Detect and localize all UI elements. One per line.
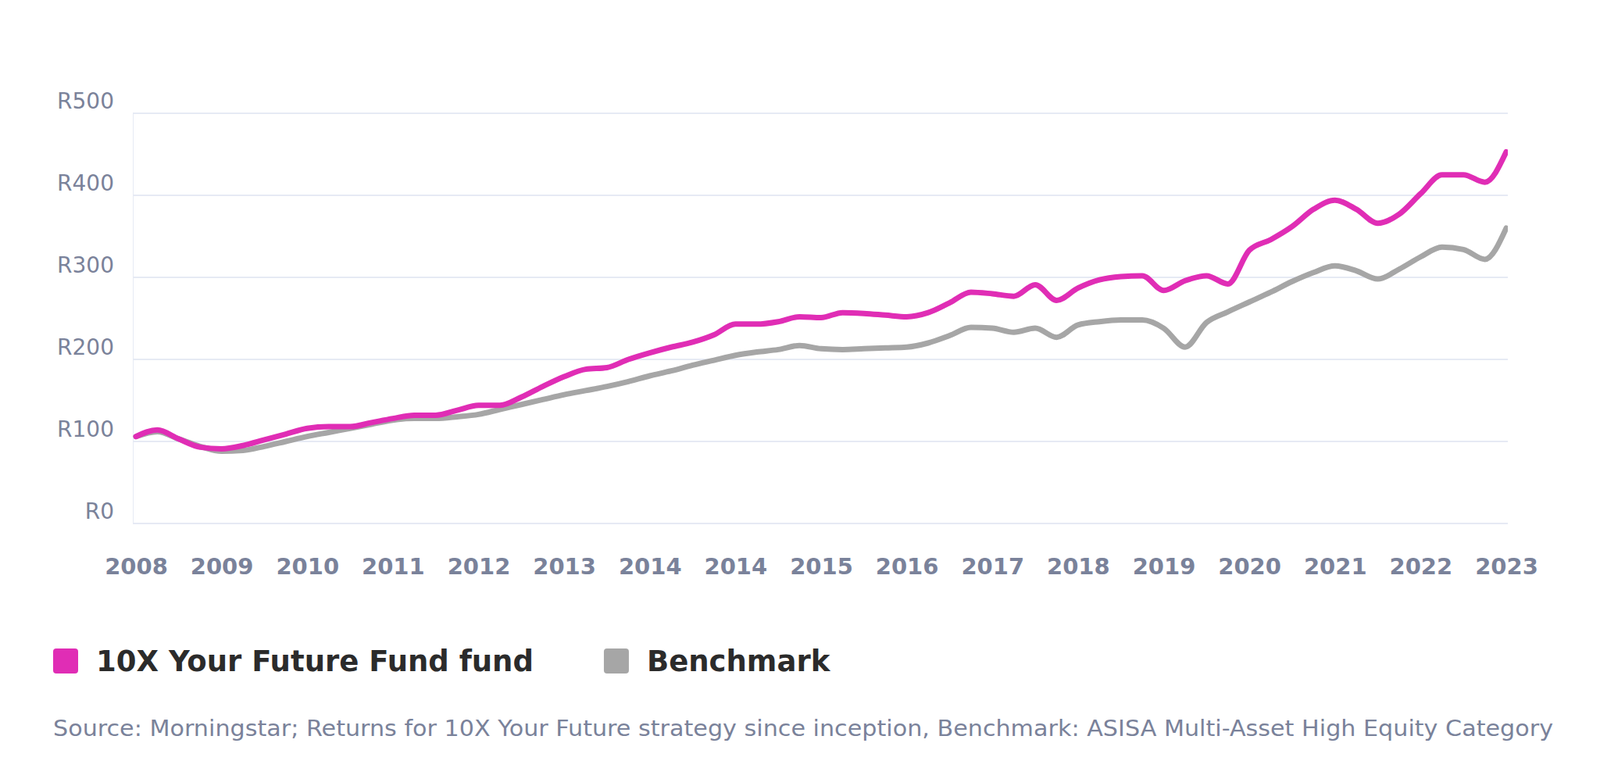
x-tick-label: 2014 [704, 553, 768, 580]
x-tick: 2022 [1389, 523, 1454, 580]
x-tick-label: 2008 [104, 553, 168, 580]
grid-line [132, 112, 1508, 115]
grid-line [132, 522, 1508, 525]
y-axis: R0 R100 R200 R300 R400 R500 [57, 88, 133, 525]
x-tick-label: 2022 [1389, 553, 1454, 580]
x-tick: 2023 [1475, 523, 1539, 580]
x-tick-label: 2018 [1046, 553, 1111, 580]
x-tick-label: 2019 [1132, 553, 1197, 580]
x-tick: 2010 [275, 523, 340, 580]
x-axis-line [136, 523, 1508, 525]
chart: R0R100R200R300R400R500200820092010201120… [0, 0, 1600, 761]
y-tick: R400 [57, 170, 133, 197]
y-tick: R500 [57, 88, 133, 115]
grid [132, 113, 1508, 524]
x-axis: 2008 2009 2010 2011 2012 2013 2014 2014 2015 2016… [104, 523, 1539, 580]
grid-line [132, 440, 1508, 443]
series-line [135, 228, 1507, 452]
x-tick-label: 2021 [1303, 553, 1368, 580]
y-tick: R200 [57, 334, 133, 361]
x-tick: 2018 [1046, 523, 1111, 580]
y-tick-label: R0 [85, 498, 115, 525]
legend: 10X Your Future Fund fund Benchmark [53, 644, 832, 679]
y-tick-label: R200 [57, 334, 115, 361]
y-axis-line [132, 114, 134, 525]
x-tick-label: 2012 [447, 553, 511, 580]
x-tick: 2014 [618, 523, 683, 580]
y-tick-label: R100 [57, 416, 115, 443]
x-tick-label: 2023 [1475, 553, 1539, 580]
legend-swatch [53, 648, 79, 674]
legend-label: 10X Your Future Fund fund [96, 644, 534, 679]
source-note: Source: Morningstar; Returns for 10X You… [53, 715, 1554, 742]
x-tick: 2017 [960, 523, 1025, 580]
y-tick: R300 [57, 252, 133, 279]
x-tick: 2020 [1217, 523, 1282, 580]
x-tick-label: 2010 [275, 553, 340, 580]
x-tick-label: 2017 [960, 553, 1025, 580]
grid-line [132, 358, 1508, 361]
x-tick-label: 2014 [618, 553, 683, 580]
x-tick-label: 2009 [190, 553, 254, 580]
x-tick: 2021 [1303, 523, 1368, 580]
x-tick-label: 2016 [875, 553, 940, 580]
x-tick: 2014 [704, 523, 768, 580]
plot-area [135, 151, 1507, 451]
y-tick-label: R500 [57, 88, 115, 115]
x-tick-label: 2013 [532, 553, 597, 580]
y-tick-label: R300 [57, 252, 115, 279]
x-tick: 2008 [104, 523, 168, 580]
grid-line [132, 194, 1508, 197]
x-tick: 2015 [789, 523, 854, 580]
y-tick-label: R400 [57, 170, 115, 197]
y-tick: R0 [85, 498, 133, 525]
x-tick: 2009 [190, 523, 254, 580]
x-tick: 2012 [447, 523, 511, 580]
x-tick-label: 2011 [361, 553, 425, 580]
x-tick-label: 2020 [1217, 553, 1282, 580]
legend-swatch [603, 648, 629, 674]
legend-label: Benchmark [646, 644, 832, 679]
y-tick: R100 [57, 416, 133, 443]
x-tick: 2013 [532, 523, 597, 580]
x-tick: 2019 [1132, 523, 1197, 580]
x-tick: 2016 [875, 523, 940, 580]
series-line [135, 151, 1507, 449]
x-tick: 2011 [361, 523, 425, 580]
x-tick-label: 2015 [789, 553, 854, 580]
